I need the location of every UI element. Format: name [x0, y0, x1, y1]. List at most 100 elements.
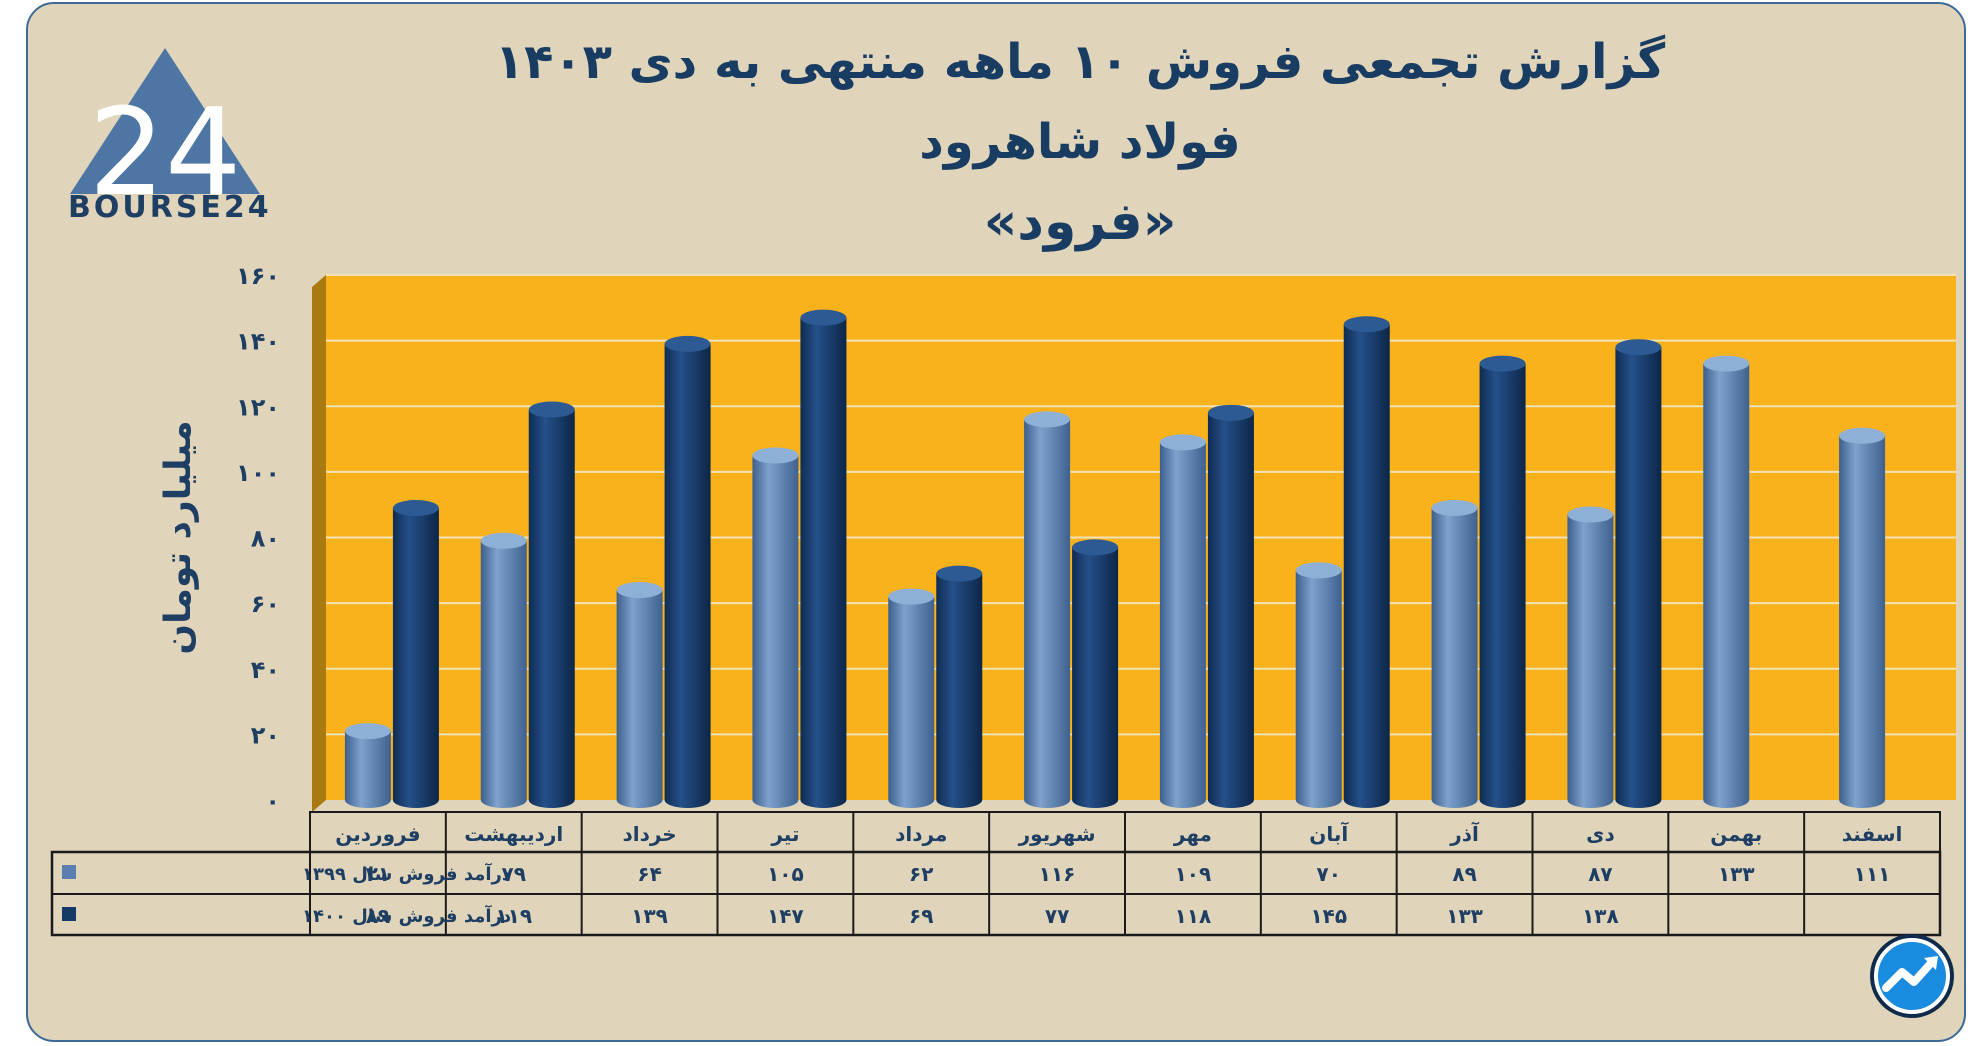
data-label: ۲۱: [366, 862, 390, 886]
bar-top: [888, 588, 935, 605]
x-tick-label: تیر: [770, 822, 799, 846]
bar-body: [1295, 570, 1342, 808]
bar-series-1: [888, 588, 935, 808]
bar-top: [1479, 355, 1526, 372]
bar-body: [664, 343, 711, 808]
x-tick-label: بهمن: [1710, 822, 1762, 846]
x-tick-label: مرداد: [895, 822, 947, 846]
bar-series-1: [1567, 506, 1614, 808]
legend-entry: درآمد فروش سال ۱۴۰۰: [302, 904, 511, 927]
bar-body: [480, 540, 527, 808]
bar-body: [1207, 412, 1254, 808]
ticker-symbol: «فرود»: [983, 192, 1177, 252]
y-tick-label: ۲۰: [251, 721, 280, 749]
data-label: ۱۱۱: [1854, 862, 1891, 886]
bar-top: [616, 582, 663, 598]
data-label: ۸۹: [1452, 862, 1476, 886]
x-tick-label: خرداد: [622, 822, 676, 846]
data-label: ۶۴: [637, 862, 661, 886]
y-tick-label: ۱۰۰: [236, 459, 280, 487]
data-label: ۷۹: [502, 862, 526, 886]
y-tick-label: ۱۲۰: [236, 393, 280, 421]
bar-body: [936, 573, 983, 808]
x-tick-label: شهریور: [1018, 822, 1096, 846]
bar-top: [1207, 404, 1254, 421]
bars: [344, 309, 1886, 808]
bar-top: [480, 532, 527, 549]
data-label: ۱۳۹: [631, 904, 668, 928]
data-label: ۷۷: [1045, 904, 1069, 928]
x-tick-label: مهر: [1173, 822, 1212, 846]
bar-top: [1431, 499, 1478, 516]
data-label: ۱۱۶: [1039, 862, 1076, 886]
legend-swatch: [62, 865, 76, 879]
bar-series-1: [1295, 562, 1342, 808]
bar-top: [1072, 539, 1119, 556]
bar-series-2: [528, 401, 575, 808]
bar-body: [1024, 419, 1071, 808]
bar-body: [344, 731, 391, 808]
bar-body: [1343, 324, 1390, 808]
y-axis-ticks: ۰ ۲۰ ۴۰ ۶۰ ۸۰ ۱۰۰ ۱۲۰ ۱۴۰ ۱۶۰: [236, 262, 280, 815]
bar-body: [1479, 363, 1526, 808]
bar-top: [936, 565, 983, 582]
bar-series-1: [480, 532, 527, 808]
trend-arrow-badge-icon: [1870, 934, 1954, 1018]
x-tick-label: دی: [1586, 822, 1615, 846]
bar-series-2: [1072, 539, 1119, 808]
bar-top: [1024, 411, 1071, 428]
data-label: ۸۹: [366, 904, 390, 928]
bourse24-logo-icon: 24: [70, 48, 260, 223]
bar-body: [1159, 442, 1206, 808]
bar-top: [528, 401, 575, 418]
x-tick-label: آبان: [1309, 821, 1349, 846]
bar-series-1: [1839, 427, 1886, 808]
data-label: ۱۱۸: [1175, 904, 1212, 928]
bar-series-2: [392, 499, 439, 808]
bar-top: [1703, 355, 1750, 372]
x-tick-label: اردیبهشت: [464, 822, 563, 846]
bar-series-2: [1479, 355, 1526, 808]
data-label: ۶۲: [909, 862, 933, 886]
data-label: ۱۱۹: [495, 904, 532, 928]
logo-text: BOURSE24: [68, 190, 272, 225]
bar-series-1: [616, 582, 663, 808]
data-label: ۱۰۹: [1175, 862, 1212, 886]
bar-top: [800, 309, 847, 326]
chart-title: گزارش تجمعی فروش ۱۰ ماهه منتهی به دی ۱۴۰…: [494, 34, 1666, 90]
data-label: ۶۹: [909, 904, 933, 928]
logo-mark: 24: [89, 84, 242, 223]
bar-series-1: [1431, 499, 1478, 808]
legend-entry: درآمد فروش سال ۱۳۹۹: [302, 862, 511, 885]
bar-body: [1839, 435, 1886, 808]
y-tick-label: ۶۰: [251, 590, 280, 618]
data-label: ۱۳۳: [1718, 862, 1755, 886]
chart-subtitle: فولاد شاهرود: [919, 114, 1241, 170]
bar-top: [1295, 562, 1342, 579]
bar-series-1: [752, 447, 799, 808]
title-block: گزارش تجمعی فروش ۱۰ ماهه منتهی به دی ۱۴۰…: [480, 22, 1680, 262]
bar-series-2: [936, 565, 983, 808]
gridlines: [326, 274, 1956, 736]
bar-top: [1615, 339, 1662, 356]
bar-top: [344, 723, 391, 740]
bar-body: [1703, 363, 1750, 808]
bar-body: [392, 507, 439, 808]
bar-top: [1839, 427, 1886, 444]
data-label: ۱۰۵: [767, 862, 804, 886]
bar-series-2: [1615, 339, 1662, 808]
bar-top: [664, 335, 711, 352]
bar-series-1: [344, 723, 391, 808]
bar-top: [1159, 434, 1206, 451]
plot-side-wall: [312, 275, 326, 812]
bar-series-1: [1703, 355, 1750, 808]
data-label: ۱۴۵: [1310, 904, 1347, 928]
data-label: ۷۰: [1317, 862, 1341, 886]
y-tick-label: ۴۰: [251, 656, 280, 684]
bar-body: [616, 590, 663, 808]
data-label: ۱۴۷: [767, 904, 804, 928]
bar-top: [392, 499, 439, 516]
data-label: ۱۳۳: [1446, 904, 1483, 928]
bar-top: [1343, 316, 1390, 333]
